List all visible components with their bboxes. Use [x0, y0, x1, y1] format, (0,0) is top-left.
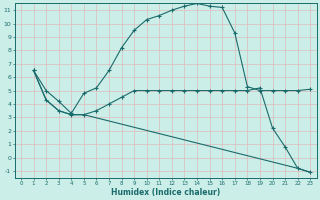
X-axis label: Humidex (Indice chaleur): Humidex (Indice chaleur)	[111, 188, 220, 197]
